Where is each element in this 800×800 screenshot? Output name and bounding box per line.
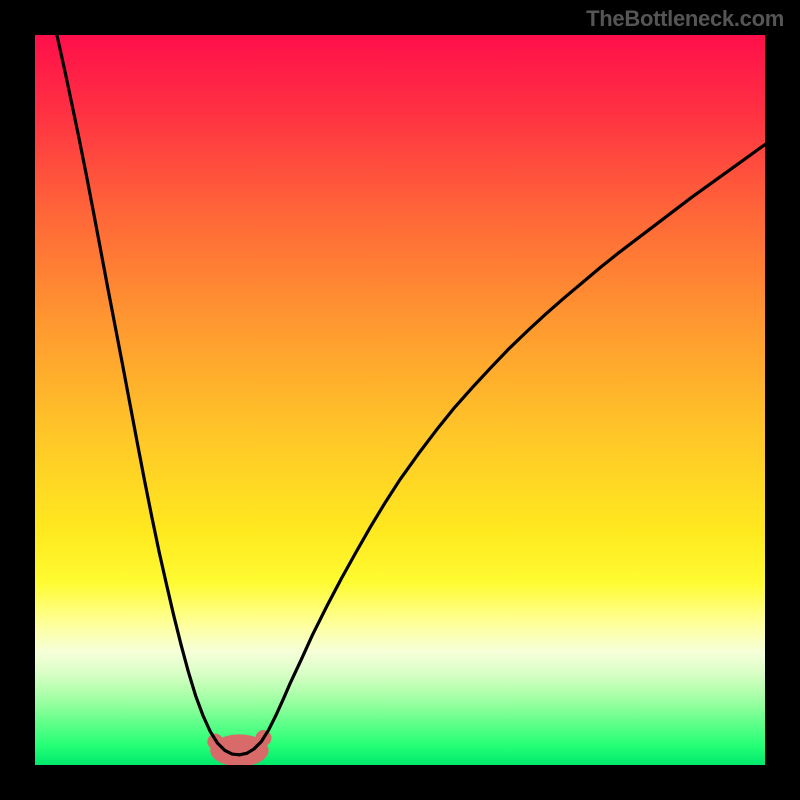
bottleneck-chart-svg bbox=[35, 35, 765, 765]
chart-background bbox=[35, 35, 765, 765]
watermark-text: TheBottleneck.com bbox=[586, 6, 784, 32]
bottleneck-chart bbox=[35, 35, 765, 765]
